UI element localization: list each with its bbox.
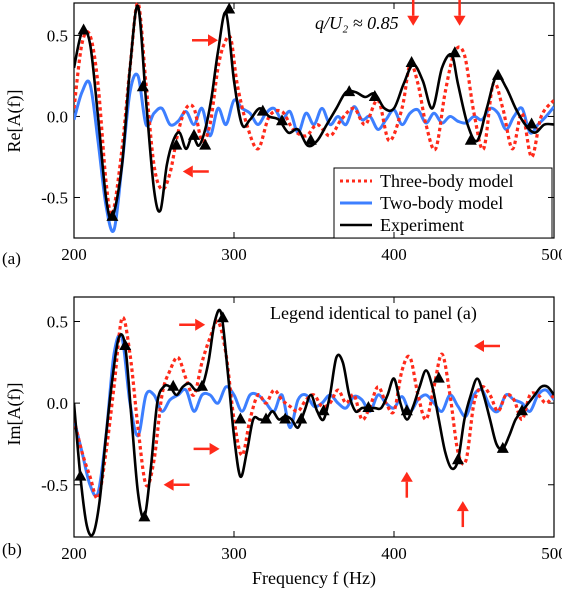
y-tick-label: 0.5 xyxy=(47,312,68,331)
red-arrow-right xyxy=(193,442,220,455)
experiment-marker xyxy=(343,85,356,97)
y-tick-label: -0.5 xyxy=(41,188,68,207)
series-two-body-model xyxy=(74,333,554,498)
y-tick-label: 0.5 xyxy=(47,26,68,45)
experiment-marker xyxy=(260,412,272,424)
plot-area xyxy=(74,308,554,537)
panel-a-annotation: q/U₂ ≈ 0.85 xyxy=(315,13,399,33)
experiment-marker xyxy=(452,453,464,465)
experiment-marker xyxy=(223,2,236,14)
experiment-marker xyxy=(279,412,292,424)
experiment-marker xyxy=(170,138,183,150)
red-arrow-down xyxy=(453,0,466,26)
experiment-marker xyxy=(405,55,418,67)
panel-a-ylabel: Re[A(f)] xyxy=(4,90,25,153)
panel-a-frame xyxy=(73,2,555,239)
red-arrow-up xyxy=(400,471,413,498)
x-tick-label: 200 xyxy=(61,245,87,264)
experiment-marker xyxy=(492,68,504,80)
experiment-marker xyxy=(138,510,151,522)
x-tick-label: 500 xyxy=(541,245,562,264)
experiment-marker xyxy=(432,371,445,383)
experiment-marker xyxy=(448,46,461,58)
legend-two-body-label: Two-body model xyxy=(380,193,503,213)
experiment-marker xyxy=(295,412,308,424)
x-tick-label: 500 xyxy=(541,544,562,563)
y-tick-label: 0.0 xyxy=(47,107,68,126)
experiment-marker xyxy=(304,133,317,145)
panel-b-ylabel: Im[A(f)] xyxy=(4,383,25,446)
red-arrow-up xyxy=(456,501,469,528)
panel-b-label: (b) xyxy=(2,540,22,559)
red-arrow-left xyxy=(182,165,209,178)
experiment-marker xyxy=(234,412,247,424)
red-arrow-left xyxy=(163,478,190,491)
series-experiment xyxy=(74,4,554,220)
experiment-marker xyxy=(106,209,119,221)
y-tick-label: 0.0 xyxy=(47,394,68,413)
y-tick-label: -0.5 xyxy=(41,476,68,495)
red-arrow-right xyxy=(192,34,218,47)
experiment-marker xyxy=(276,114,288,126)
experiment-marker xyxy=(317,404,330,416)
red-arrow-right xyxy=(179,318,206,331)
axes: 200 300 400 500 -0.5 0.0 0.5 xyxy=(41,297,562,563)
experiment-marker xyxy=(216,311,229,323)
experiment-marker xyxy=(464,133,477,145)
plot-area xyxy=(74,1,554,233)
experiment-marker xyxy=(368,90,381,101)
x-tick-label: 300 xyxy=(221,245,247,264)
x-tick-label: 400 xyxy=(381,245,407,264)
axes: 200 300 400 500 -0.5 0.0 0.5 xyxy=(41,3,562,264)
experiment-marker xyxy=(516,404,528,416)
legend-experiment-label: Experiment xyxy=(380,215,464,235)
x-tick-label: 300 xyxy=(221,544,247,563)
experiment-marker xyxy=(136,80,149,92)
red-arrow-down xyxy=(407,0,420,26)
panel-b-xlabel: Frequency f (Hz) xyxy=(252,568,376,589)
panel-a-legend: Three-body model Two-body model Experime… xyxy=(333,167,553,239)
legend-three-body-label: Three-body model xyxy=(380,171,513,191)
panel-a: Re[A(f)] q/U₂ ≈ 0.85 (a) Three-body mode… xyxy=(2,0,562,268)
panel-a-label: (a) xyxy=(2,249,21,268)
x-tick-label: 200 xyxy=(61,544,87,563)
experiment-marker xyxy=(525,117,538,129)
experiment-marker xyxy=(199,138,212,150)
experiment-marker xyxy=(256,104,269,116)
experiment-marker xyxy=(74,469,87,481)
series-three-body-model xyxy=(74,315,554,500)
experiment-marker xyxy=(188,128,200,140)
experiment-marker xyxy=(362,401,375,413)
experiment-marker xyxy=(167,379,180,391)
x-tick-label: 400 xyxy=(381,544,407,563)
experiment-marker xyxy=(496,441,509,453)
series-experiment xyxy=(74,308,554,537)
experiment-marker xyxy=(400,404,413,416)
panel-b-annotation: Legend identical to panel (a) xyxy=(270,303,477,324)
panel-b: Im[A(f)] Legend identical to panel (a) (… xyxy=(2,296,562,589)
experiment-marker xyxy=(196,379,208,391)
experiment-marker xyxy=(77,23,90,35)
red-arrow-left xyxy=(474,339,500,352)
experiment-marker xyxy=(119,338,132,350)
